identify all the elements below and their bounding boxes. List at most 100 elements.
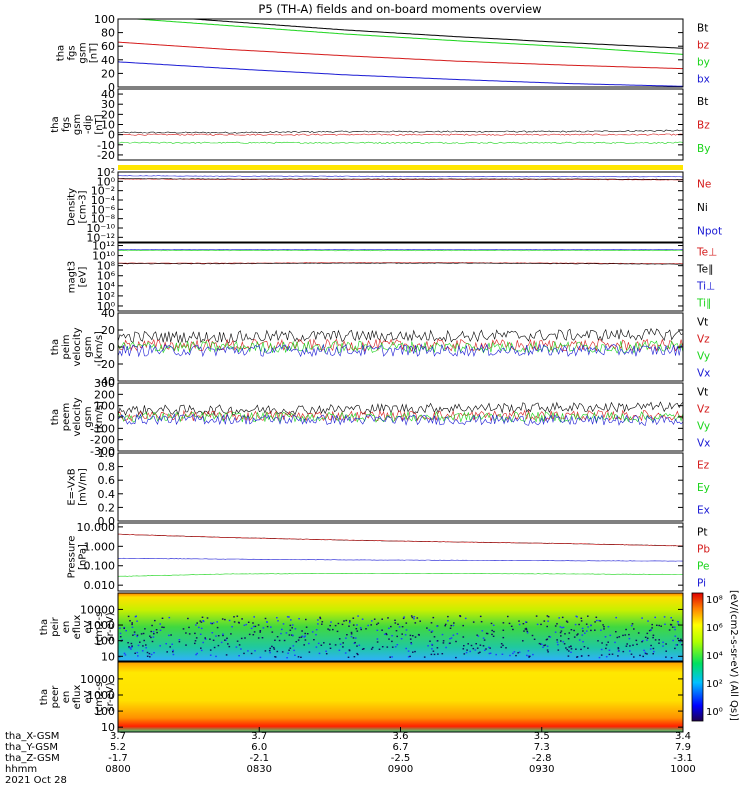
peir-spectrogram-speck <box>674 647 676 650</box>
peir-spectrogram-speck <box>437 653 439 655</box>
fgs-gsm-mag-legend-entry: bx <box>697 74 710 86</box>
footer-value-x: 3.7 <box>251 731 267 742</box>
peir-spectrogram-speck <box>327 628 329 630</box>
temperature-ytick-label: 10⁰ <box>97 300 116 313</box>
peir-spectrogram-speck <box>447 620 449 622</box>
peir-spectrogram-speck <box>646 632 649 635</box>
peir-spectrogram-speck <box>556 641 559 643</box>
peir-spectrogram-speck <box>580 648 582 651</box>
peir-spectrogram-speck <box>396 644 399 646</box>
peir-spectrogram-speck <box>488 652 491 655</box>
peir-spectrogram-speck <box>557 649 560 651</box>
peir-spectrogram-speck <box>587 615 589 617</box>
peir-spectrogram-speck <box>371 646 374 649</box>
peir-spectrogram-speck <box>510 625 513 627</box>
peir-spectrogram-speck <box>342 646 344 648</box>
peir-spectrogram-speck <box>178 641 181 643</box>
peir-spectrogram-speck <box>525 628 528 631</box>
peir-spectrogram-speck <box>334 624 337 627</box>
peim-velocity-series-vt <box>117 327 684 343</box>
fgs-gsm-dip-ylabel-line: fgs <box>61 117 72 132</box>
peir-spectrogram-speck <box>131 622 133 624</box>
peir-spectrogram-speck <box>361 648 364 650</box>
chart-title: P5 (TH-A) fields and on-board moments ov… <box>258 2 541 16</box>
peir-spectrogram-speck <box>209 649 212 651</box>
peir-spectrogram-speck <box>356 645 358 647</box>
peir-spectrogram-speck <box>319 617 322 620</box>
efield-ylabel-line: [mV/m] <box>78 468 89 506</box>
peir-spectrogram-speck <box>215 635 217 637</box>
footer-value-x: 3.7 <box>110 731 126 742</box>
peir-spectrogram-speck <box>605 644 608 646</box>
peir-spectrogram-speck <box>427 645 429 647</box>
peir-spectrogram-speck <box>124 654 127 656</box>
peir-spectrogram-speck <box>658 639 660 641</box>
peir-spectrogram-speck <box>658 642 660 644</box>
fgs-gsm-mag-legend-entry: by <box>697 57 710 69</box>
fgs-gsm-mag-ytick-label: 0 <box>108 81 115 94</box>
peer-spectrogram-panel: 10 100 1000 10000 tha peer en eflux eV (cm2-s-sr-… <box>39 661 684 734</box>
peir-spectrogram-speck <box>409 634 412 637</box>
peir-spectrogram-speck <box>546 625 548 628</box>
peir-spectrogram-speck <box>681 644 683 646</box>
peir-spectrogram-speck <box>361 618 364 620</box>
peir-spectrogram-speck <box>556 623 558 625</box>
peir-spectrogram-speck <box>404 634 407 636</box>
peir-spectrogram-speck <box>568 632 571 634</box>
density-ytick-label: 10² <box>97 166 115 179</box>
peir-spectrogram-speck <box>492 635 495 637</box>
peir-spectrogram-speck <box>411 616 414 619</box>
peir-spectrogram-speck <box>535 615 538 617</box>
peir-spectrogram-speck <box>652 653 654 655</box>
peir-spectrogram-speck <box>607 641 609 643</box>
peir-spectrogram-speck <box>317 623 319 625</box>
peir-spectrogram-speck <box>209 654 212 656</box>
peir-spectrogram-speck <box>676 621 679 623</box>
peir-spectrogram-speck <box>629 645 631 647</box>
peir-spectrogram-speck <box>194 642 196 645</box>
peir-spectrogram-speck <box>151 624 153 627</box>
peir-spectrogram-speck <box>654 616 656 619</box>
peir-spectrogram-speck <box>668 629 671 631</box>
peir-spectrogram-speck <box>518 620 520 622</box>
peir-spectrogram-speck <box>644 652 647 655</box>
peir-spectrogram-speck <box>291 634 293 636</box>
peir-spectrogram-speck <box>271 631 274 633</box>
density-legend-entry: Ne <box>697 179 711 191</box>
peir-spectrogram-speck <box>502 629 505 631</box>
peir-spectrogram-speck <box>567 638 570 640</box>
peir-spectrogram-speck <box>300 656 302 658</box>
peir-spectrogram-speck <box>277 620 279 622</box>
peir-spectrogram-speck <box>430 631 433 633</box>
peir-spectrogram-speck <box>587 626 589 628</box>
peir-spectrogram-speck <box>385 633 388 636</box>
peir-spectrogram-speck <box>352 624 355 626</box>
fgs-gsm-mag-frame <box>117 18 684 88</box>
peir-spectrogram-speck <box>304 632 306 635</box>
temperature-series-ti⊥ <box>117 248 684 251</box>
peir-spectrogram-speck <box>674 628 676 631</box>
peir-spectrogram-speck <box>414 636 417 638</box>
peir-spectrogram-speck <box>272 646 275 649</box>
peir-spectrogram-speck <box>463 645 465 647</box>
efield-legend-entry: Ex <box>697 505 710 517</box>
peer-spectrogram-ytick-label: 10000 <box>80 673 115 686</box>
peir-spectrogram-speck <box>637 632 640 634</box>
peir-spectrogram-speck <box>631 623 634 625</box>
peir-spectrogram-speck <box>559 626 562 628</box>
peir-spectrogram-speck <box>622 650 625 653</box>
peir-spectrogram-speck <box>409 655 411 658</box>
peir-spectrogram-speck <box>337 622 340 625</box>
peir-spectrogram-speck <box>558 617 560 619</box>
peir-spectrogram-speck <box>381 646 384 648</box>
peem-velocity-ytick-label: 100 <box>94 400 115 413</box>
peir-spectrogram-speck <box>523 630 525 632</box>
peir-spectrogram-speck <box>294 628 297 630</box>
peir-spectrogram-speck <box>474 649 477 651</box>
peir-spectrogram-speck <box>479 651 481 653</box>
peir-spectrogram-speck <box>518 623 521 626</box>
peir-spectrogram-speck <box>188 626 190 629</box>
peir-spectrogram-speck <box>318 652 321 655</box>
peir-spectrogram-speck <box>395 630 398 632</box>
